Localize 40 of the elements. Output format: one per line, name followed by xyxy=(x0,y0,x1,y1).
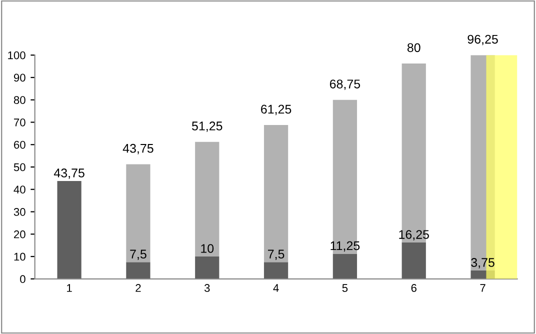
data-label: 43,75 xyxy=(54,168,84,179)
data-label: 10 xyxy=(201,244,214,253)
y-tick-label: 20 xyxy=(14,230,26,238)
bar xyxy=(195,142,220,257)
y-tick-label: 10 xyxy=(14,252,26,261)
data-label: 16,25 xyxy=(399,230,429,240)
bar xyxy=(402,242,426,279)
y-tick-label: 0 xyxy=(20,275,26,284)
data-label: 3,75 xyxy=(471,258,494,268)
bar xyxy=(264,125,288,262)
bar xyxy=(57,180,82,279)
y-tick-label: 30 xyxy=(14,208,26,216)
y-tick-label: 100 xyxy=(8,51,26,60)
y-tick-label: 80 xyxy=(14,96,26,104)
bar xyxy=(264,262,288,279)
x-tick-label: 1 xyxy=(67,284,72,292)
y-tick-label: 40 xyxy=(14,186,26,194)
x-tick-label: 5 xyxy=(342,284,348,292)
bar xyxy=(195,256,220,279)
x-tick-label: 7 xyxy=(480,284,486,292)
y-tick-label: 50 xyxy=(14,163,26,172)
bar xyxy=(332,254,358,279)
bar xyxy=(126,262,150,279)
data-label: 43,75 xyxy=(122,144,154,154)
x-tick-label: 2 xyxy=(136,284,141,292)
y-tick-label: 60 xyxy=(14,140,26,149)
y-tick-label: 70 xyxy=(14,118,26,126)
data-label: 51,25 xyxy=(192,122,222,132)
data-label: 7,5 xyxy=(130,250,146,260)
x-tick-label: 4 xyxy=(273,284,279,292)
data-label: 80 xyxy=(407,43,420,52)
data-label: 96,25 xyxy=(468,34,498,46)
data-label: 11,25 xyxy=(330,241,360,252)
x-tick-label: 6 xyxy=(411,284,416,292)
data-label: 7,5 xyxy=(268,250,284,260)
data-label: 61,25 xyxy=(261,104,292,116)
x-tick-label: 3 xyxy=(204,284,210,292)
data-label: 68,75 xyxy=(330,80,360,90)
y-tick-label: 90 xyxy=(14,74,26,82)
bar xyxy=(126,164,150,262)
